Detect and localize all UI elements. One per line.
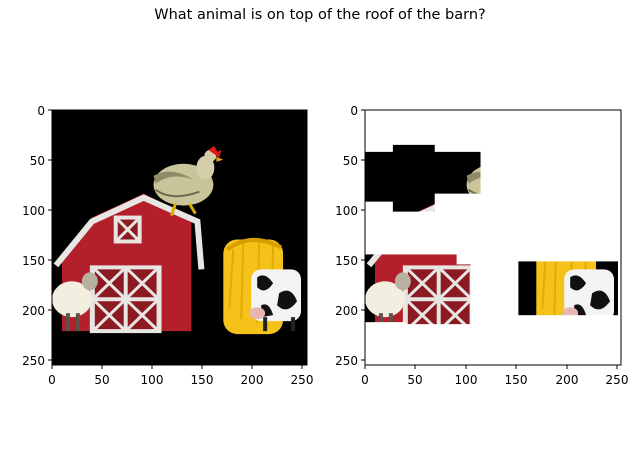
y-tick-label: 150 <box>22 254 45 268</box>
x-tick-label: 250 <box>291 373 314 387</box>
y-tick-label: 50 <box>343 154 358 168</box>
right-image-panel <box>365 110 621 365</box>
left-x-ticks <box>51 365 303 369</box>
y-tick-label: 0 <box>37 104 45 118</box>
x-tick-label: 50 <box>407 373 422 387</box>
y-tick-label: 200 <box>22 304 45 318</box>
x-tick-label: 200 <box>556 373 579 387</box>
x-tick-label: 0 <box>48 373 56 387</box>
x-tick-label: 0 <box>361 373 369 387</box>
y-tick-label: 50 <box>30 154 45 168</box>
left-image-panel <box>52 110 307 365</box>
y-tick-label: 250 <box>335 354 358 368</box>
x-tick-label: 150 <box>191 373 214 387</box>
right-x-tick-labels: 0 50 100 150 200 250 <box>361 373 628 387</box>
x-tick-label: 100 <box>455 373 478 387</box>
right-axes-frame <box>364 109 622 366</box>
right-y-tick-labels: 0 50 100 150 200 250 <box>335 104 358 368</box>
left-y-ticks <box>48 109 52 361</box>
left-x-tick-labels: 0 50 100 150 200 250 <box>48 373 313 387</box>
y-tick-label: 100 <box>335 204 358 218</box>
x-tick-label: 200 <box>241 373 264 387</box>
x-tick-label: 250 <box>606 373 629 387</box>
x-tick-label: 150 <box>505 373 528 387</box>
x-tick-label: 50 <box>94 373 109 387</box>
left-y-tick-labels: 0 50 100 150 200 250 <box>22 104 45 368</box>
x-tick-label: 100 <box>141 373 164 387</box>
y-tick-label: 100 <box>22 204 45 218</box>
right-x-ticks <box>364 365 618 369</box>
y-tick-label: 250 <box>22 354 45 368</box>
left-axes-frame <box>51 109 308 366</box>
right-y-ticks <box>361 109 365 361</box>
y-tick-label: 200 <box>335 304 358 318</box>
figure-title: What animal is on top of the roof of the… <box>154 7 486 23</box>
y-tick-label: 0 <box>350 104 358 118</box>
y-tick-label: 150 <box>335 254 358 268</box>
